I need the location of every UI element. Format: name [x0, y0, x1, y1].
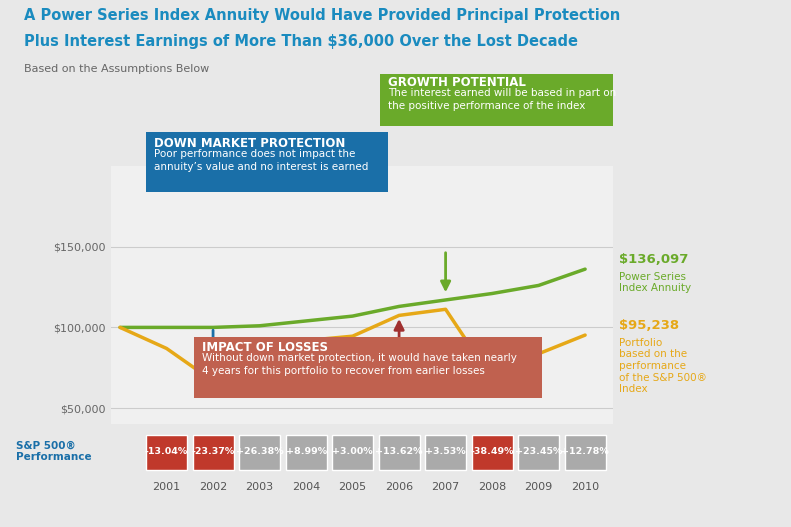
FancyBboxPatch shape	[565, 435, 606, 470]
Text: Poor performance does not impact the
annuity’s value and no interest is earned: Poor performance does not impact the ann…	[154, 149, 369, 172]
Text: +13.62%: +13.62%	[376, 447, 423, 456]
Text: +8.99%: +8.99%	[286, 447, 327, 456]
Text: S&P 500®
Performance: S&P 500® Performance	[16, 441, 92, 462]
FancyBboxPatch shape	[425, 435, 466, 470]
FancyBboxPatch shape	[518, 435, 559, 470]
Text: 2008: 2008	[478, 483, 506, 492]
Text: 2010: 2010	[571, 483, 600, 492]
Text: 2001: 2001	[153, 483, 180, 492]
Text: IMPACT OF LOSSES: IMPACT OF LOSSES	[202, 341, 327, 355]
Text: 2005: 2005	[339, 483, 367, 492]
FancyBboxPatch shape	[239, 435, 280, 470]
FancyBboxPatch shape	[192, 435, 233, 470]
Text: $136,097: $136,097	[619, 253, 688, 266]
Text: +23.45%: +23.45%	[515, 447, 562, 456]
Text: 2009: 2009	[524, 483, 553, 492]
Text: 2004: 2004	[292, 483, 320, 492]
Text: -38.49%: -38.49%	[471, 447, 514, 456]
Text: Portfolio
based on the
performance
of the S&P 500®
Index: Portfolio based on the performance of th…	[619, 338, 706, 394]
Text: 2006: 2006	[385, 483, 413, 492]
Text: A Power Series Index Annuity Would Have Provided Principal Protection: A Power Series Index Annuity Would Have …	[24, 8, 620, 23]
FancyBboxPatch shape	[146, 435, 187, 470]
FancyBboxPatch shape	[332, 435, 373, 470]
Text: -13.04%: -13.04%	[145, 447, 188, 456]
Text: Plus Interest Earnings of More Than $36,000 Over the Lost Decade: Plus Interest Earnings of More Than $36,…	[24, 34, 577, 49]
Text: Power Series
Index Annuity: Power Series Index Annuity	[619, 272, 691, 294]
Text: The interest earned will be based in part on
the positive performance of the ind: The interest earned will be based in par…	[388, 88, 616, 111]
Text: $95,238: $95,238	[619, 319, 679, 333]
Text: Based on the Assumptions Below: Based on the Assumptions Below	[24, 64, 209, 74]
Text: Without down market protection, it would have taken nearly
4 years for this port: Without down market protection, it would…	[202, 353, 517, 376]
Text: +3.53%: +3.53%	[426, 447, 466, 456]
Text: 2002: 2002	[199, 483, 227, 492]
Text: GROWTH POTENTIAL: GROWTH POTENTIAL	[388, 76, 525, 90]
Text: 2003: 2003	[245, 483, 274, 492]
Text: 2007: 2007	[431, 483, 460, 492]
Text: +12.78%: +12.78%	[562, 447, 609, 456]
FancyBboxPatch shape	[471, 435, 513, 470]
Text: +26.38%: +26.38%	[236, 447, 283, 456]
FancyBboxPatch shape	[286, 435, 327, 470]
Text: -23.37%: -23.37%	[191, 447, 235, 456]
Text: +3.00%: +3.00%	[332, 447, 373, 456]
Text: DOWN MARKET PROTECTION: DOWN MARKET PROTECTION	[154, 137, 346, 150]
FancyBboxPatch shape	[379, 435, 419, 470]
